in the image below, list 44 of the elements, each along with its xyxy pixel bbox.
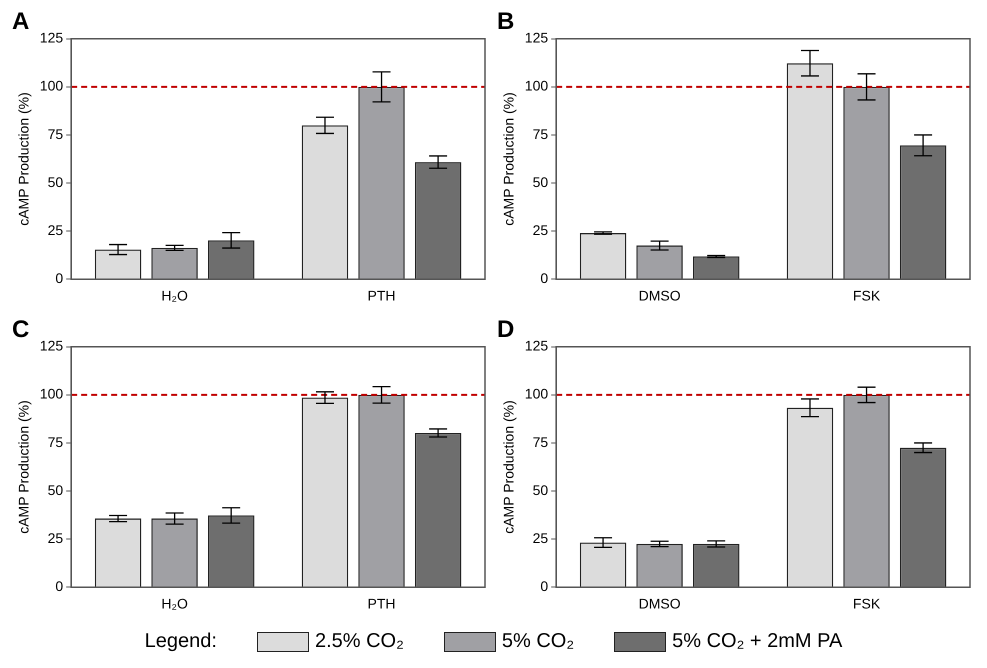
chart-title: D: [497, 316, 514, 344]
y-axis-title: cAMP Production (%): [500, 400, 516, 534]
y-tick-label: 25: [532, 530, 548, 546]
y-tick-label: 50: [532, 174, 548, 190]
y-tick-label: 125: [524, 30, 548, 46]
x-tick-label: FSK: [852, 595, 881, 612]
y-tick-label: 125: [40, 30, 64, 46]
x-tick-label: DMSO: [638, 595, 681, 612]
x-tick-label: FSK: [852, 287, 881, 304]
y-tick-label: 125: [524, 338, 548, 354]
y-axis-title: cAMP Production (%): [15, 92, 32, 226]
chart-title: C: [12, 316, 30, 344]
y-tick-label: 100: [524, 386, 548, 402]
legend-title: Legend:: [144, 630, 217, 653]
y-axis-title: cAMP Production (%): [15, 400, 32, 534]
y-tick-label: 125: [40, 338, 64, 354]
y-tick-label: 0: [540, 270, 548, 286]
y-tick-label: 0: [55, 578, 64, 594]
legend-label: 2.5% CO₂: [314, 630, 404, 653]
y-tick-label: 75: [48, 434, 64, 450]
legend-label: 5% CO₂ + 2mM PA: [672, 630, 842, 653]
y-tick-label: 100: [40, 386, 64, 402]
y-tick-label: 25: [532, 222, 548, 238]
y-axis-title: cAMP Production (%): [500, 92, 516, 226]
y-tick-label: 75: [532, 434, 548, 450]
y-tick-label: 75: [48, 126, 64, 142]
x-tick-label: PTH: [368, 595, 396, 612]
chart-title: B: [497, 8, 514, 36]
y-tick-label: 0: [55, 270, 64, 286]
y-tick-label: 50: [48, 482, 64, 498]
y-tick-label: 25: [48, 222, 64, 238]
y-tick-label: 50: [48, 174, 64, 190]
y-tick-label: 50: [532, 482, 548, 498]
y-tick-label: 75: [532, 126, 548, 142]
y-tick-label: 25: [48, 530, 64, 546]
x-tick-label: H₂O: [161, 287, 188, 304]
x-tick-label: H₂O: [161, 595, 188, 612]
y-tick-label: 100: [524, 78, 548, 94]
legend-label: 5% CO₂: [502, 630, 574, 653]
x-tick-label: DMSO: [638, 287, 681, 304]
x-tick-label: PTH: [368, 287, 396, 304]
chart-title: A: [12, 8, 30, 36]
y-tick-label: 0: [540, 578, 548, 594]
y-tick-label: 100: [40, 78, 64, 94]
